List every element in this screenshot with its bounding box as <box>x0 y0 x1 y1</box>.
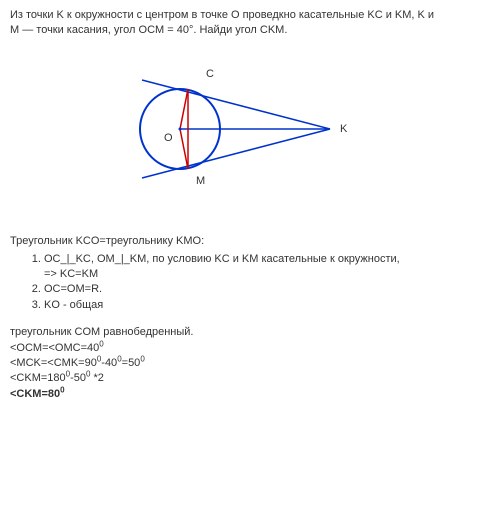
problem-statement: Из точки K к окружности с центром в точк… <box>10 8 490 39</box>
problem-line-2: M — точки касания, угол OCM = 40°. Найди… <box>10 24 287 36</box>
deg-1: 0 <box>99 339 103 348</box>
isoceles-statement: треугольник COM равнобедренный. <box>10 325 490 340</box>
congruence-statement: Треугольник KCO=треугольнику KMO: <box>10 234 490 249</box>
problem-line-1: Из точки K к окружности с центром в точк… <box>10 9 434 21</box>
eq-ckm-calc: <CKM=1800-500 *2 <box>10 371 490 386</box>
deg-4: 0 <box>140 354 144 363</box>
step-1-sub: => KC=KM <box>44 268 98 280</box>
eq-ckm-a: <CKM=180 <box>10 372 66 384</box>
eq-mck-c: =50 <box>122 357 141 369</box>
eq-ocm: <OCM=<OMC=400 <box>10 341 490 356</box>
deg-7: 0 <box>60 385 64 394</box>
eq-ckm-c: *2 <box>90 372 103 384</box>
step-1-text: OC_|_KC, OM_|_KM, по условию KC и KM кас… <box>44 253 400 265</box>
eq-ckm-b: -50 <box>70 372 86 384</box>
answer-text: <CKM=80 <box>10 388 60 400</box>
svg-text:K: K <box>340 123 348 135</box>
svg-text:M: M <box>196 175 205 187</box>
step-1: OC_|_KC, OM_|_KM, по условию KC и KM кас… <box>44 252 490 283</box>
eq-mck-b: -40 <box>101 357 117 369</box>
proof-steps: OC_|_KC, OM_|_KM, по условию KC и KM кас… <box>10 252 490 314</box>
eq-mck: <MCK=<CMK=900-400=500 <box>10 356 490 371</box>
figure-svg: C M K O <box>120 59 380 199</box>
eq-ocm-text: <OCM=<OMC=40 <box>10 342 99 354</box>
svg-text:C: C <box>206 68 214 80</box>
step-2: OC=OM=R. <box>44 282 490 297</box>
step-3: KO - общая <box>44 298 490 313</box>
svg-text:O: O <box>164 132 173 144</box>
eq-mck-a: <MCK=<CMK=90 <box>10 357 97 369</box>
geometry-figure: C M K O <box>10 59 490 204</box>
answer: <CKM=800 <box>10 387 490 402</box>
